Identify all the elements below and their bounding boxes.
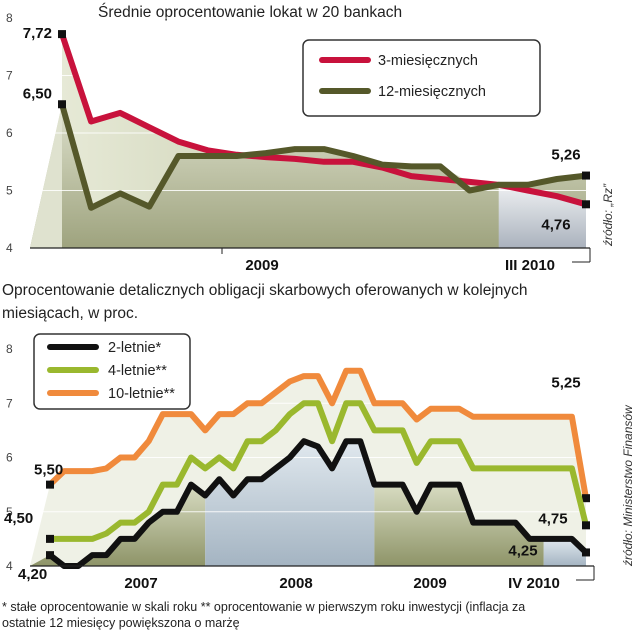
chart1-y-tick-label: 4 <box>6 241 13 255</box>
chart2-x-label-2009: 2009 <box>413 575 446 592</box>
chart1-area-12m <box>30 104 586 248</box>
chart2-y-tick-label: 4 <box>6 559 13 573</box>
chart2-year-band <box>205 441 375 566</box>
chart1-x-axis: 2009 III 2010 <box>30 247 591 274</box>
chart2-value-labels: 5,50 4,50 4,20 5,25 4,754,25 <box>4 375 581 584</box>
chart1-line-12m <box>59 103 587 211</box>
chart1-line-12m-start-marker <box>58 100 66 109</box>
chart-bonds: Oprocentowanie detalicznych obligacji sk… <box>2 282 635 592</box>
chart2-label-end-10y: 5,25 <box>551 375 580 392</box>
chart2-x-label-end: IV 2010 <box>508 575 560 592</box>
legend-label-4y: 4-letnie** <box>108 363 167 379</box>
chart2-line-10y-start-marker <box>46 480 54 489</box>
chart2-y-tick-label: 7 <box>6 396 13 410</box>
chart2-line-2y-start-marker <box>46 551 54 560</box>
chart1-line-3m-end-marker <box>582 200 590 209</box>
chart2-line-2y-end-marker <box>582 548 590 557</box>
chart2-y-tick-label: 5 <box>6 505 13 519</box>
chart1-source: źródło: „Rz” <box>601 183 615 247</box>
footnote-line2: ostatnie 12 miesięcy powiększona o marżę <box>2 616 240 630</box>
legend-label-3m: 3-miesięcznych <box>378 53 478 69</box>
chart2-line-4y <box>50 400 589 542</box>
chart1-line-12m-end-marker <box>582 171 590 180</box>
chart2-x-axis: 2007 2008 2009 IV 2010 <box>30 565 595 592</box>
chart1-y-ticks: 4 5 6 7 8 <box>6 11 13 255</box>
chart1-series <box>58 30 590 211</box>
chart1-label-end-3m: 4,76 <box>541 216 570 233</box>
chart1-label-end-12m: 5,26 <box>551 147 580 164</box>
legend-label-12m: 12-miesięcznych <box>378 84 486 100</box>
chart2-x-label-2008: 2008 <box>279 575 312 592</box>
chart2-y-tick-label: 6 <box>6 451 13 465</box>
chart1-x-label-2009: 2009 <box>245 257 278 274</box>
chart2-label-start-4y: 4,50 <box>4 510 33 527</box>
chart2-line-4y-start-marker <box>46 534 54 543</box>
chart2-line-4y-end-marker <box>582 521 590 530</box>
chart1-legend: 3-miesięcznych 12-miesięcznych <box>302 39 541 117</box>
chart2-source: źródło: Ministerstwo Finansów <box>621 404 635 567</box>
chart2-label-end-2y: 4,25 <box>508 542 537 559</box>
chart2-legend: 2-letnie* 4-letnie** 10-letnie** <box>33 333 191 410</box>
chart1-x-label-end: III 2010 <box>505 257 555 274</box>
chart1-label-start-3m: 7,72 <box>23 25 52 42</box>
chart1-line-3m-start-marker <box>58 30 66 39</box>
chart-deposits: Średnie oprocentowanie lokat w 20 bankac… <box>6 3 615 274</box>
chart2-series <box>46 367 590 569</box>
chart2-label-start-10y: 5,50 <box>34 462 63 479</box>
chart2-line-10y-end-marker <box>582 494 590 503</box>
chart2-line-10y <box>47 367 589 499</box>
chart1-title: Średnie oprocentowanie lokat w 20 bankac… <box>98 3 402 21</box>
legend-label-10y: 10-letnie** <box>108 386 175 402</box>
footnote-line1: * stałe oprocentowanie w skali roku ** o… <box>2 600 525 614</box>
chart1-y-tick-label: 6 <box>6 126 13 140</box>
chart1-y-tick-label: 8 <box>6 11 13 25</box>
chart1-y-tick-label: 5 <box>6 184 13 198</box>
chart2-y-tick-label: 8 <box>6 342 13 356</box>
chart2-title-line2: miesiącach, w proc. <box>2 305 138 322</box>
chart1-legend-box <box>302 39 541 117</box>
chart2-background <box>30 370 586 566</box>
legend-label-2y: 2-letnie* <box>108 340 162 356</box>
chart2-title-line1: Oprocentowanie detalicznych obligacji sk… <box>2 282 528 299</box>
chart2-y-ticks: 4 5 6 7 8 <box>6 342 13 573</box>
chart1-y-tick-label: 7 <box>6 69 13 83</box>
chart2-line-2y <box>48 438 589 569</box>
chart1-label-start-12m: 6,50 <box>23 85 52 102</box>
chart1-value-labels: 7,72 6,50 5,26 4,76 <box>23 25 581 233</box>
chart1-area-left <box>30 104 62 248</box>
chart2-year-band <box>374 484 544 566</box>
chart2-label-start-2y: 4,20 <box>18 566 47 583</box>
chart2-x-label-2007: 2007 <box>124 575 157 592</box>
chart2-label-end-4y: 4,75 <box>538 510 567 527</box>
chart2-year-band <box>30 484 206 566</box>
